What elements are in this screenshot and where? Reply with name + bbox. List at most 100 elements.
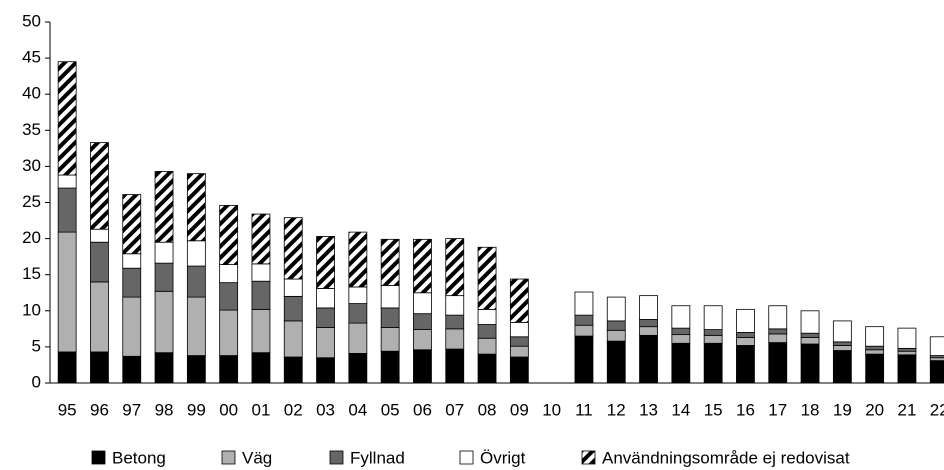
bar-segment bbox=[703, 305, 723, 330]
bar-segment bbox=[413, 313, 432, 330]
bar-segment bbox=[736, 345, 755, 384]
bar-segment bbox=[477, 246, 497, 310]
legend-label: Väg bbox=[242, 448, 272, 467]
bar-segment bbox=[186, 173, 206, 242]
bar-segment bbox=[865, 345, 885, 351]
bar-segment bbox=[122, 267, 142, 298]
legend-label: Övrigt bbox=[480, 448, 526, 467]
bar-segment bbox=[316, 288, 335, 309]
bar-segment bbox=[736, 308, 755, 333]
bar-segment bbox=[90, 228, 109, 243]
bar-segment bbox=[283, 356, 303, 384]
bar-segment bbox=[671, 327, 691, 336]
legend-swatch bbox=[91, 450, 106, 465]
bar-segment bbox=[316, 357, 335, 384]
bar-segment bbox=[671, 305, 691, 329]
x-tick-label: 09 bbox=[510, 400, 529, 419]
legend-swatch bbox=[329, 450, 344, 465]
bar-segment bbox=[154, 352, 174, 384]
bar-segment bbox=[186, 240, 206, 267]
bar-segment bbox=[832, 341, 852, 346]
legend-swatch bbox=[581, 450, 596, 465]
bar-segment bbox=[606, 340, 626, 384]
bar-segment bbox=[154, 171, 174, 243]
bar-segment bbox=[122, 355, 142, 384]
bar-segment bbox=[283, 320, 303, 358]
x-tick-label: 12 bbox=[607, 400, 626, 419]
bar-segment bbox=[154, 262, 174, 292]
bar-segment bbox=[768, 333, 788, 343]
bar-segment bbox=[703, 329, 723, 336]
x-tick-label: 95 bbox=[58, 400, 77, 419]
x-tick-label: 05 bbox=[381, 400, 400, 419]
bar-segment bbox=[219, 309, 239, 356]
x-tick-label: 96 bbox=[90, 400, 109, 419]
bar-segment bbox=[897, 347, 917, 352]
x-tick-label: 03 bbox=[316, 400, 335, 419]
bar-segment bbox=[57, 351, 77, 384]
bar-segment bbox=[219, 282, 239, 311]
bar-segment bbox=[671, 342, 691, 384]
x-tick-label: 01 bbox=[251, 400, 270, 419]
bar-segment bbox=[445, 328, 465, 350]
bar-segment bbox=[897, 354, 917, 384]
x-tick-label: 14 bbox=[671, 400, 690, 419]
x-tick-label: 97 bbox=[122, 400, 141, 419]
bar-segment bbox=[509, 345, 529, 358]
y-tick-label: 15 bbox=[22, 264, 41, 283]
bar-segment bbox=[897, 327, 917, 349]
bar-segment bbox=[219, 355, 239, 384]
x-tick-label: 10 bbox=[542, 400, 561, 419]
bar-segment bbox=[606, 329, 626, 342]
bar-segment bbox=[90, 142, 109, 230]
bar-segment bbox=[509, 356, 529, 384]
bar-segment bbox=[413, 329, 432, 351]
bar-segment bbox=[736, 332, 755, 338]
bar-segment bbox=[671, 334, 691, 344]
y-tick-label: 0 bbox=[32, 372, 41, 391]
y-tick-label: 50 bbox=[22, 11, 41, 30]
x-tick-label: 17 bbox=[768, 400, 787, 419]
bar-segment bbox=[445, 295, 465, 316]
bar-segment bbox=[606, 296, 626, 322]
bar-segment bbox=[219, 204, 239, 265]
bar-segment bbox=[477, 337, 497, 355]
y-tick-label: 10 bbox=[22, 300, 41, 319]
bar-segment bbox=[703, 334, 723, 344]
bar-segment bbox=[445, 348, 465, 384]
bar-segment bbox=[154, 290, 174, 354]
x-tick-label: 15 bbox=[704, 400, 723, 419]
bar-segment bbox=[413, 292, 432, 315]
bar-segment bbox=[316, 236, 335, 289]
bar-segment bbox=[477, 324, 497, 339]
bar-segment bbox=[283, 278, 303, 297]
y-tick-label: 40 bbox=[22, 84, 41, 103]
x-tick-label: 98 bbox=[155, 400, 174, 419]
bar-segment bbox=[509, 321, 529, 338]
x-tick-label: 19 bbox=[833, 400, 852, 419]
bar-segment bbox=[348, 322, 368, 354]
bar-segment bbox=[413, 349, 432, 384]
bar-segment bbox=[574, 324, 594, 337]
x-tick-label: 02 bbox=[284, 400, 303, 419]
bar-segment bbox=[445, 314, 465, 330]
y-tick-label: 5 bbox=[32, 336, 41, 355]
bar-segment bbox=[832, 350, 852, 384]
bar-segment bbox=[768, 342, 788, 384]
bar-segment bbox=[154, 241, 174, 264]
bar-segment bbox=[57, 174, 77, 189]
x-tick-label: 11 bbox=[575, 400, 593, 419]
bar-segment bbox=[90, 351, 109, 384]
x-tick-label: 99 bbox=[187, 400, 206, 419]
bar-segment bbox=[574, 335, 594, 384]
bar-segment bbox=[251, 263, 271, 282]
bar-segment bbox=[768, 328, 788, 335]
bar-segment bbox=[251, 213, 271, 265]
legend-swatch bbox=[459, 450, 474, 465]
bar-segment bbox=[90, 241, 109, 283]
bar-segment bbox=[574, 291, 594, 316]
bar-segment bbox=[316, 307, 335, 328]
x-tick-label: 00 bbox=[219, 400, 238, 419]
x-tick-label: 07 bbox=[445, 400, 464, 419]
